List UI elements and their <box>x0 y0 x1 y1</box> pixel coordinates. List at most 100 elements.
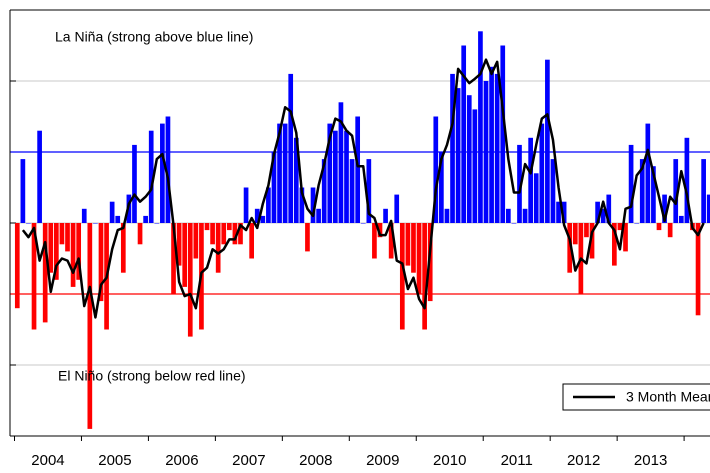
bar <box>444 208 450 223</box>
bar <box>176 223 182 266</box>
bar <box>450 73 455 224</box>
mean-line <box>21 58 705 319</box>
lines <box>21 58 705 319</box>
bar <box>226 223 232 231</box>
bar <box>204 223 210 231</box>
bar <box>87 223 93 429</box>
bar <box>561 201 567 223</box>
axis-labels: 2004 2005 2006 2007 2008 2009 2010 2011 2012 2013 <box>14 436 685 469</box>
bar <box>154 223 160 224</box>
bar <box>31 223 37 330</box>
bar <box>505 208 511 223</box>
bar <box>628 144 634 223</box>
bar <box>137 223 143 245</box>
bar <box>333 130 338 223</box>
bar <box>120 223 126 273</box>
bar <box>132 144 137 223</box>
bar <box>556 201 561 223</box>
bar <box>589 223 595 259</box>
bar <box>550 159 556 223</box>
bar <box>266 187 271 223</box>
bar <box>48 223 54 273</box>
bar <box>171 223 176 294</box>
bar <box>221 223 227 245</box>
bar <box>483 81 489 223</box>
bar <box>595 201 600 223</box>
bar <box>377 223 383 238</box>
bar <box>567 223 573 273</box>
bar <box>187 223 193 337</box>
bar <box>634 223 640 224</box>
bar <box>65 223 70 252</box>
bar <box>528 137 533 223</box>
bar <box>656 223 662 231</box>
bar <box>522 208 528 223</box>
bar <box>288 73 294 224</box>
x-tick-label: 2013 <box>634 452 667 469</box>
bar <box>639 159 645 223</box>
bar <box>232 223 238 245</box>
bar <box>42 223 48 323</box>
bar <box>500 45 506 223</box>
bar <box>59 223 65 245</box>
x-tick-label: 2007 <box>232 452 265 469</box>
bar <box>511 223 517 224</box>
bar <box>160 123 165 223</box>
bar <box>645 123 651 223</box>
bar <box>249 223 254 259</box>
x-tick-label: 2011 <box>501 452 533 469</box>
bar <box>489 66 494 223</box>
bar <box>310 187 316 223</box>
bar <box>478 31 483 223</box>
x-tick-label: 2006 <box>165 452 198 469</box>
bar <box>70 223 76 287</box>
bar <box>14 223 20 309</box>
legend: 3 Month Mean <box>562 383 710 411</box>
bar <box>600 208 606 223</box>
bar <box>667 223 673 238</box>
bar <box>461 45 467 223</box>
x-tick-label: 2009 <box>366 452 399 469</box>
bar <box>695 223 701 316</box>
bar <box>143 215 148 223</box>
bar <box>238 223 243 245</box>
bar <box>439 152 444 223</box>
bar <box>305 223 310 252</box>
x-tick-label: 2010 <box>433 452 466 469</box>
x-tick-label: 2008 <box>299 452 332 469</box>
bar <box>299 187 305 223</box>
bar <box>215 223 221 273</box>
bar <box>355 116 361 223</box>
bar <box>617 223 623 231</box>
bar <box>349 159 355 223</box>
bar <box>54 223 59 280</box>
bar <box>109 201 115 223</box>
bar <box>321 159 327 223</box>
bar <box>466 95 472 223</box>
bar <box>260 215 266 223</box>
bar <box>662 194 667 223</box>
bar <box>76 223 82 280</box>
bar <box>148 130 154 223</box>
bar <box>706 194 710 223</box>
bar <box>455 88 461 223</box>
bar <box>433 116 439 223</box>
bar <box>81 208 87 223</box>
bar <box>271 152 277 223</box>
bar <box>673 159 679 223</box>
bar <box>701 159 706 223</box>
bar <box>182 223 188 287</box>
bar <box>316 208 321 223</box>
bar <box>344 130 349 223</box>
bar <box>360 223 366 224</box>
bar <box>327 123 333 223</box>
bar <box>494 73 500 224</box>
bar <box>572 223 578 245</box>
bar <box>20 159 26 223</box>
bar <box>115 215 121 223</box>
x-tick-label: 2004 <box>31 452 64 469</box>
bar <box>584 223 589 238</box>
x-tick-label: 2005 <box>98 452 131 469</box>
